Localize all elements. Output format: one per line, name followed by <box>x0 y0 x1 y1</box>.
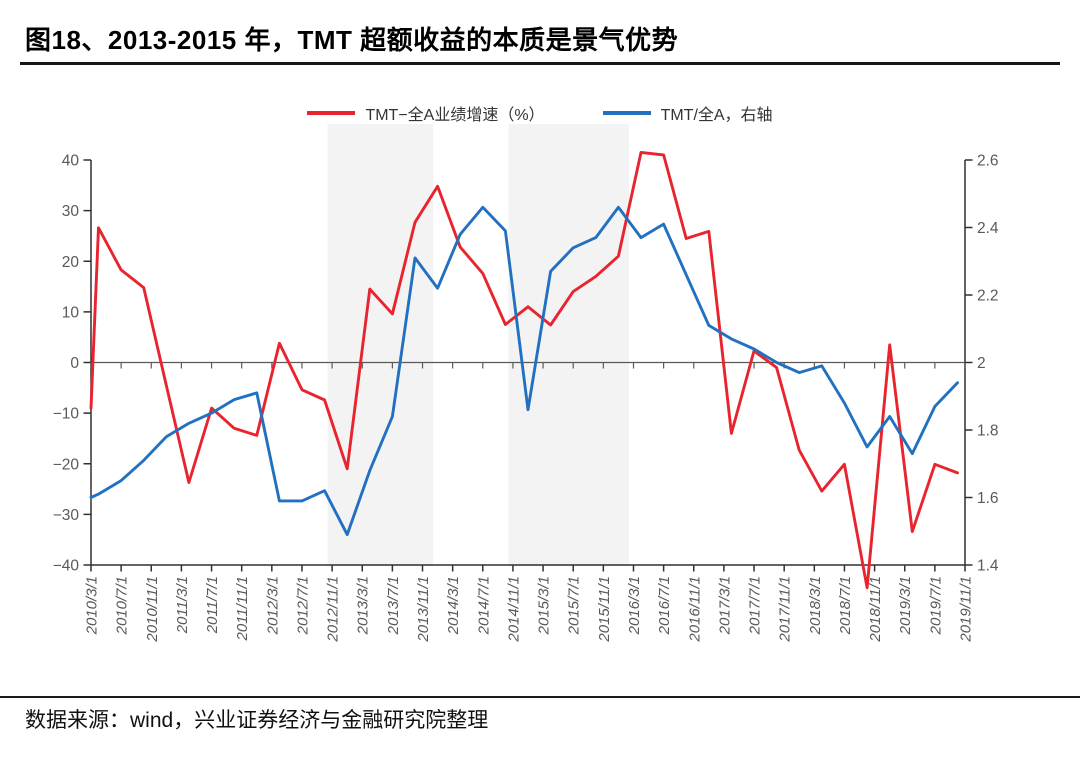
right-axis-tick-label: 2 <box>977 355 986 372</box>
right-axis-tick-label: 1.6 <box>977 490 999 507</box>
red-line-swatch-icon <box>307 111 356 115</box>
x-axis-tick-label: 2016/3/1 <box>626 576 643 635</box>
right-axis-tick-label: 2.2 <box>977 288 999 305</box>
x-axis-tick-label: 2019/7/1 <box>927 576 944 635</box>
left-axis-labels: 40 30 20 10 0 −10 −20 −30 −40 <box>53 153 91 575</box>
x-axis-tick-label: 2018/7/1 <box>837 576 854 635</box>
highlight-bands <box>327 124 629 566</box>
left-axis-tick-label: −20 <box>53 456 80 473</box>
right-axis-labels: 2.6 2.4 2.2 2 1.8 1.6 1.4 <box>965 153 999 575</box>
x-axis-tick-label: 2015/7/1 <box>566 576 583 635</box>
legend-item-tmt-ratio: TMT/全A，右轴 <box>602 101 773 125</box>
left-axis-tick-label: −40 <box>53 558 80 575</box>
x-axis-labels: 2010/3/1 2010/7/1 2010/11/1 2011/3/1 2011/7/… <box>84 362 975 643</box>
right-axis-tick-label: 2.6 <box>977 153 999 170</box>
x-axis-tick-label: 2010/3/1 <box>84 576 101 635</box>
x-axis-tick-label: 2013/3/1 <box>355 576 372 635</box>
x-axis-tick-label: 2018/11/1 <box>867 576 884 643</box>
x-axis-tick-label: 2016/7/1 <box>656 576 673 635</box>
blue-series-line <box>89 205 959 537</box>
x-axis-tick-label: 2017/11/1 <box>777 576 794 643</box>
x-axis-tick-label: 2012/11/1 <box>325 576 342 643</box>
title-divider <box>20 62 1060 65</box>
left-axis-tick-label: 10 <box>62 304 80 321</box>
x-axis-tick-label: 2014/7/1 <box>475 576 492 635</box>
x-axis-tick-label: 2011/11/1 <box>234 576 251 642</box>
x-axis-tick-label: 2015/11/1 <box>596 576 613 643</box>
legend-label: TMT−全A业绩增速（%） <box>365 107 545 124</box>
x-axis-tick-label: 2010/11/1 <box>144 576 161 643</box>
footer-divider <box>0 696 1080 698</box>
x-axis-tick-label: 2012/7/1 <box>294 576 311 635</box>
highlight-band <box>508 124 629 566</box>
x-axis-tick-label: 2019/11/1 <box>958 576 975 643</box>
x-axis-tick-label: 2017/7/1 <box>747 576 764 635</box>
x-axis-tick-label: 2012/3/1 <box>264 576 281 635</box>
x-axis-tick-label: 2014/3/1 <box>445 576 462 635</box>
left-axis-tick-label: −10 <box>53 406 80 423</box>
x-axis-tick-label: 2014/11/1 <box>505 576 522 643</box>
right-axis-tick-label: 2.4 <box>977 220 999 237</box>
right-axis-tick-label: 1.4 <box>977 558 999 575</box>
left-axis-tick-label: 20 <box>62 254 80 271</box>
legend-label: TMT/全A，右轴 <box>660 107 773 124</box>
left-axis-tick-label: 30 <box>62 203 80 220</box>
x-axis-tick-label: 2011/3/1 <box>174 576 191 634</box>
x-axis-tick-label: 2013/7/1 <box>385 576 402 635</box>
chart-legend: TMT−全A业绩增速（%） TMT/全A，右轴 <box>0 101 1080 125</box>
legend-item-tmt-growth: TMT−全A业绩增速（%） <box>307 101 545 125</box>
left-axis-tick-label: −30 <box>53 507 80 524</box>
left-axis-tick-label: 0 <box>70 355 79 372</box>
left-axis-tick-label: 40 <box>62 153 80 170</box>
x-axis-tick-label: 2016/11/1 <box>686 576 703 643</box>
x-axis-tick-label: 2010/7/1 <box>114 576 131 635</box>
x-axis-tick-label: 2019/3/1 <box>897 576 914 635</box>
x-axis-tick-label: 2017/3/1 <box>716 576 733 635</box>
highlight-band <box>327 124 434 566</box>
blue-line-swatch-icon <box>602 111 651 115</box>
x-axis-tick-label: 2011/7/1 <box>204 576 221 634</box>
x-axis-tick-label: 2013/11/1 <box>415 576 432 643</box>
x-axis-tick-label: 2015/3/1 <box>536 576 553 635</box>
right-axis-tick-label: 1.8 <box>977 423 999 440</box>
data-source-note: 数据来源：wind，兴业证券经济与金融研究院整理 <box>25 709 489 732</box>
page-title: 图18、2013-2015 年，TMT 超额收益的本质是景气优势 <box>25 25 679 55</box>
x-axis-tick-label: 2018/3/1 <box>807 576 824 635</box>
